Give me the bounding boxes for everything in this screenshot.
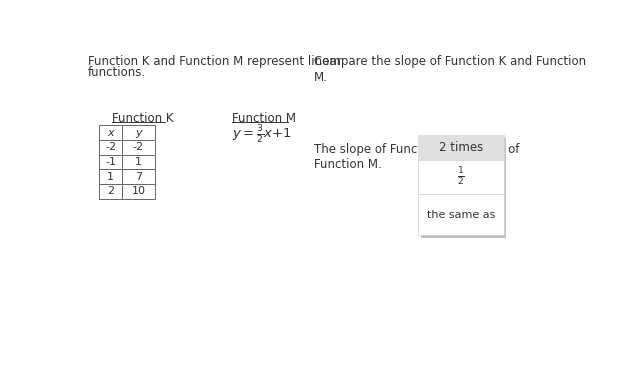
Text: 1: 1 [107,171,114,181]
Text: 10: 10 [132,186,145,196]
Text: Compare the slope of Function K and Function: Compare the slope of Function K and Func… [313,55,586,68]
Text: slope of: slope of [473,143,519,156]
Bar [99,140,122,155]
Text: $\frac{1}{2}$: $\frac{1}{2}$ [457,166,465,188]
Text: -2: -2 [105,142,116,152]
Text: x: x [108,128,114,138]
Bar [122,169,154,184]
Text: $y{=}\frac{3}{2}x{+}1$: $y{=}\frac{3}{2}x{+}1$ [232,124,292,146]
Text: M.: M. [313,71,328,84]
Text: Function M: Function M [232,112,296,125]
Text: y: y [135,128,142,138]
Bar [122,140,154,155]
Text: the same as: the same as [426,210,495,220]
Bar [122,155,154,169]
Bar [418,135,504,160]
Text: -2: -2 [133,142,144,152]
Bar [418,135,504,236]
Bar [421,138,506,238]
Bar [99,155,122,169]
Text: Function K: Function K [112,112,174,125]
Bar [99,184,122,198]
Text: 2: 2 [107,186,114,196]
Text: 2 times: 2 times [439,141,483,154]
Text: -1: -1 [105,157,116,167]
Text: The slope of Function K is: The slope of Function K is [313,143,464,156]
Text: 1: 1 [135,157,142,167]
Text: functions.: functions. [88,66,146,79]
Text: Function K and Function M represent linear: Function K and Function M represent line… [88,55,342,68]
Bar [99,125,122,140]
Bar [99,169,122,184]
Bar [122,184,154,198]
Bar [122,125,154,140]
Text: Function M.: Function M. [313,158,381,171]
Text: 7: 7 [135,171,142,181]
